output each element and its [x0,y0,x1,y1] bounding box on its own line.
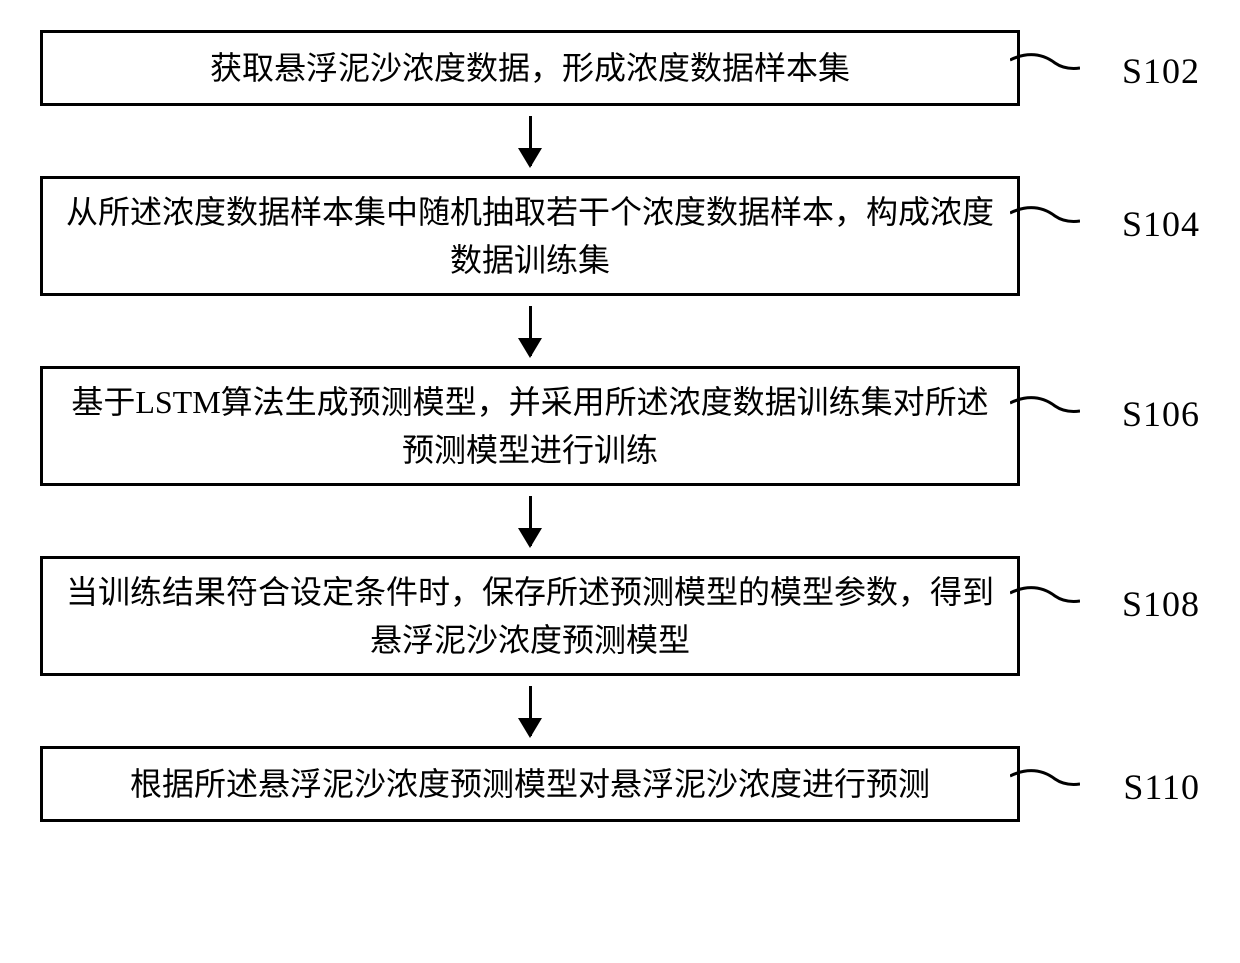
flowchart-container: 获取悬浮泥沙浓度数据，形成浓度数据样本集 S102 从所述浓度数据样本集中随机抽… [40,30,1200,822]
step-text-1: 获取悬浮泥沙浓度数据，形成浓度数据样本集 [210,44,850,92]
step-wrapper-3: 基于LSTM算法生成预测模型，并采用所述浓度数据训练集对所述预测模型进行训练 S… [40,366,1200,486]
step-text-5: 根据所述悬浮泥沙浓度预测模型对悬浮泥沙浓度进行预测 [130,760,930,808]
step-text-3: 基于LSTM算法生成预测模型，并采用所述浓度数据训练集对所述预测模型进行训练 [63,378,997,474]
step-label-5: S110 [1123,766,1200,808]
step-box-2: 从所述浓度数据样本集中随机抽取若干个浓度数据样本，构成浓度数据训练集 [40,176,1020,296]
arrow-2 [40,296,1020,366]
step-label-1: S102 [1122,50,1200,92]
step-box-1: 获取悬浮泥沙浓度数据，形成浓度数据样本集 [40,30,1020,106]
arrow-4 [40,676,1020,746]
label-curve-4 [1010,581,1080,617]
arrow-3 [40,486,1020,556]
step-wrapper-5: 根据所述悬浮泥沙浓度预测模型对悬浮泥沙浓度进行预测 S110 [40,746,1200,822]
step-box-4: 当训练结果符合设定条件时，保存所述预测模型的模型参数，得到悬浮泥沙浓度预测模型 [40,556,1020,676]
arrow-1 [40,106,1020,176]
label-curve-5 [1010,764,1080,800]
step-box-3: 基于LSTM算法生成预测模型，并采用所述浓度数据训练集对所述预测模型进行训练 [40,366,1020,486]
step-text-4: 当训练结果符合设定条件时，保存所述预测模型的模型参数，得到悬浮泥沙浓度预测模型 [63,568,997,664]
step-wrapper-4: 当训练结果符合设定条件时，保存所述预测模型的模型参数，得到悬浮泥沙浓度预测模型 … [40,556,1200,676]
step-wrapper-2: 从所述浓度数据样本集中随机抽取若干个浓度数据样本，构成浓度数据训练集 S104 [40,176,1200,296]
step-text-2: 从所述浓度数据样本集中随机抽取若干个浓度数据样本，构成浓度数据训练集 [63,188,997,284]
step-box-5: 根据所述悬浮泥沙浓度预测模型对悬浮泥沙浓度进行预测 [40,746,1020,822]
step-label-2: S104 [1122,203,1200,245]
step-label-4: S108 [1122,583,1200,625]
step-wrapper-1: 获取悬浮泥沙浓度数据，形成浓度数据样本集 S102 [40,30,1200,106]
label-curve-2 [1010,201,1080,237]
step-label-3: S106 [1122,393,1200,435]
label-curve-3 [1010,391,1080,427]
label-curve-1 [1010,48,1080,84]
